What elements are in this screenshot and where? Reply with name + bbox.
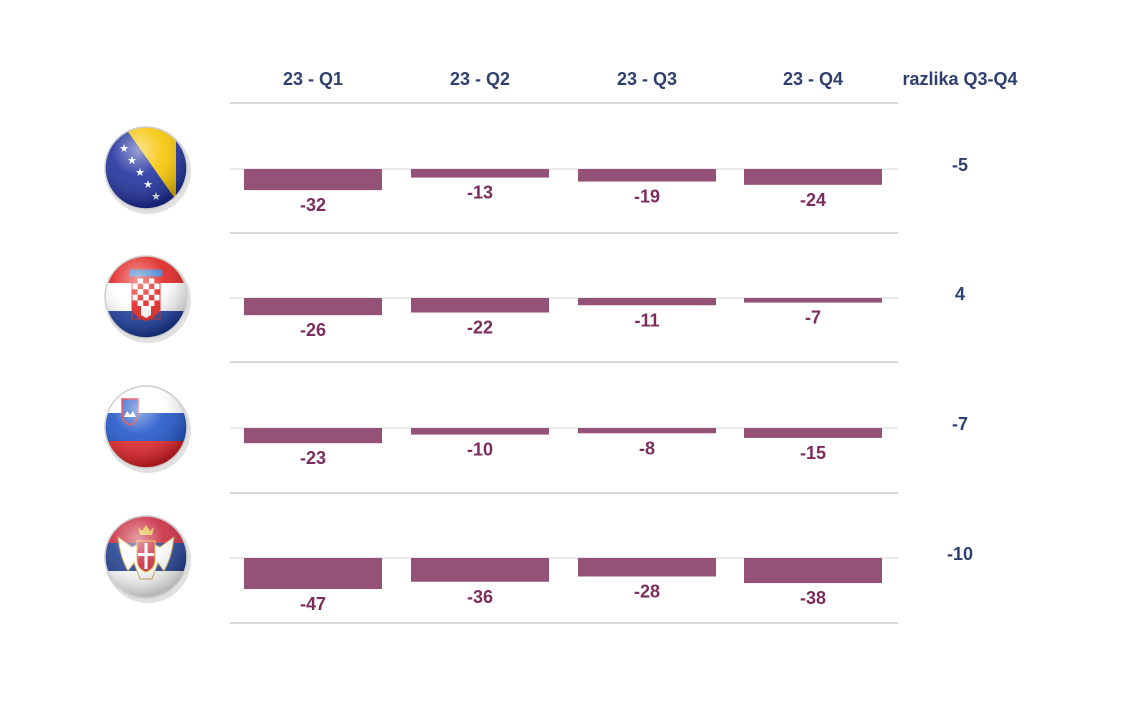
bar-value-label: -32	[300, 195, 326, 215]
bar-value-label: -47	[300, 594, 326, 614]
bar-row2-q4	[744, 298, 882, 303]
bar-row3-q1	[244, 428, 382, 444]
column-header-q4: 23 - Q4	[783, 69, 843, 89]
column-header-q3: 23 - Q3	[617, 69, 677, 89]
column-header-q1: 23 - Q1	[283, 69, 343, 89]
bar-value-label: -8	[639, 438, 655, 458]
bar-row1-q3	[578, 169, 716, 182]
bar-value-labels: -32 -13 -19 -24 -26 -22 -11 -7 -23 -10 -8 -15 -47 -36…	[300, 183, 826, 614]
bar-row4-q2	[411, 558, 549, 582]
bar-row3-q2	[411, 428, 549, 435]
bosnia-flag-icon: ★★★★★★	[104, 126, 191, 214]
column-headers: 23 - Q1 23 - Q2 23 - Q3 23 - Q4 razlika Q3-Q…	[283, 69, 1018, 89]
bar-value-label: -24	[800, 190, 826, 210]
bar-value-label: -19	[634, 187, 660, 207]
column-header-q2: 23 - Q2	[450, 69, 510, 89]
bar-value-label: -36	[467, 587, 493, 607]
bar-row3-q4	[744, 428, 882, 438]
bar-value-label: -10	[467, 440, 493, 460]
serbia-flag-icon	[104, 515, 191, 603]
bar-row2-q2	[411, 298, 549, 313]
difference-value: -5	[952, 155, 968, 175]
difference-value: 4	[955, 284, 965, 304]
bar-value-label: -26	[300, 320, 326, 340]
difference-value: -7	[952, 414, 968, 434]
difference-values: -5 4 -7 -10	[947, 155, 973, 564]
bar-value-label: -38	[800, 588, 826, 608]
bar-value-label: -13	[467, 183, 493, 203]
bar-row2-q3	[578, 298, 716, 306]
bar-row1-q2	[411, 169, 549, 178]
bar-row2-q1	[244, 298, 382, 316]
bar-value-label: -28	[634, 581, 660, 601]
bar-row4-q4	[744, 558, 882, 584]
bar-row3-q3	[578, 428, 716, 434]
bar-value-label: -22	[467, 318, 493, 338]
column-header-difference: razlika Q3-Q4	[902, 69, 1017, 89]
country-flags: ★★★★★★	[104, 126, 191, 603]
difference-value: -10	[947, 544, 973, 564]
bar-row1-q1	[244, 169, 382, 191]
bar-value-label: -11	[634, 310, 659, 330]
bar-row1-q4	[744, 169, 882, 185]
bar-row4-q1	[244, 558, 382, 590]
bar-value-label: -23	[300, 448, 326, 468]
bar-value-label: -15	[800, 443, 826, 463]
croatia-flag-icon	[104, 255, 191, 343]
bar-row4-q3	[578, 558, 716, 577]
bar-value-label: -7	[805, 308, 821, 328]
bars	[244, 169, 882, 590]
slovenia-flag-icon	[104, 385, 191, 473]
